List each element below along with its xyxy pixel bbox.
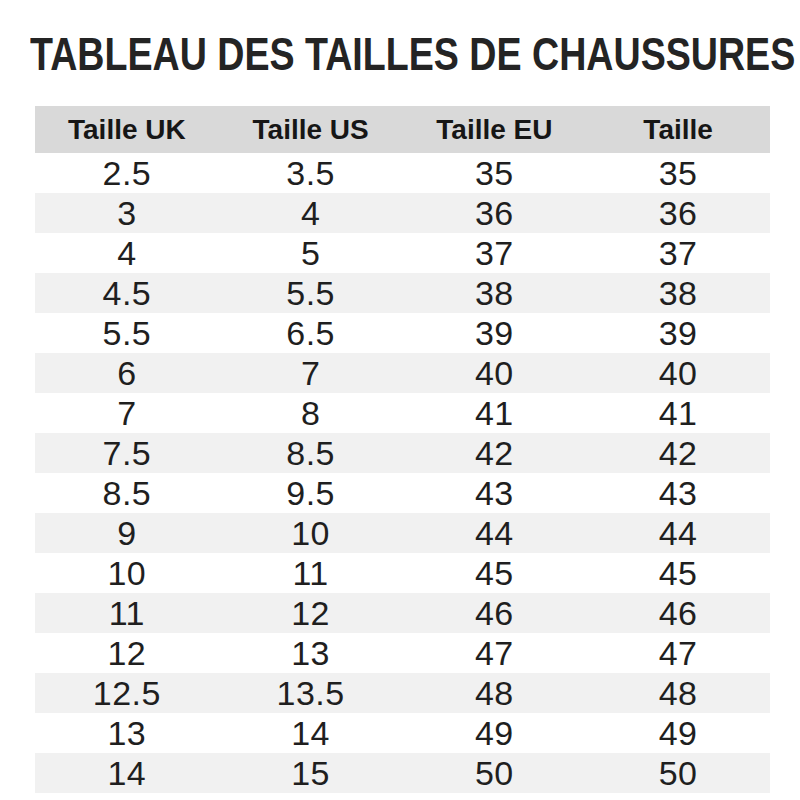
size-cell: 3.5 bbox=[219, 156, 403, 190]
size-cell: 12 bbox=[219, 596, 403, 630]
table-row: 4.55.53838 bbox=[35, 273, 770, 313]
table-row: 14155050 bbox=[35, 753, 770, 793]
size-cell: 8 bbox=[219, 396, 403, 430]
table-row: 8.59.54343 bbox=[35, 473, 770, 513]
size-cell: 50 bbox=[403, 756, 587, 790]
table-row: 11124646 bbox=[35, 593, 770, 633]
size-cell: 41 bbox=[403, 396, 587, 430]
size-cell: 47 bbox=[586, 636, 770, 670]
table-row: 12134747 bbox=[35, 633, 770, 673]
size-cell: 7 bbox=[35, 396, 219, 430]
table-row: 784141 bbox=[35, 393, 770, 433]
size-cell: 13 bbox=[35, 716, 219, 750]
size-cell: 11 bbox=[219, 556, 403, 590]
table-row: 453737 bbox=[35, 233, 770, 273]
size-cell: 40 bbox=[586, 356, 770, 390]
size-cell: 10 bbox=[219, 516, 403, 550]
column-header-eu: Taille EU bbox=[403, 116, 587, 144]
table-header-row: Taille UK Taille US Taille EU Taille bbox=[35, 106, 770, 153]
size-cell: 5.5 bbox=[35, 316, 219, 350]
size-cell: 11 bbox=[35, 596, 219, 630]
size-cell: 4 bbox=[219, 196, 403, 230]
size-cell: 45 bbox=[403, 556, 587, 590]
table-row: 2.53.53535 bbox=[35, 153, 770, 193]
table-row: 674040 bbox=[35, 353, 770, 393]
size-cell: 40 bbox=[403, 356, 587, 390]
size-cell: 13 bbox=[219, 636, 403, 670]
size-cell: 12.5 bbox=[35, 676, 219, 710]
size-cell: 43 bbox=[403, 476, 587, 510]
table-row: 5.56.53939 bbox=[35, 313, 770, 353]
size-cell: 6.5 bbox=[219, 316, 403, 350]
size-cell: 5.5 bbox=[219, 276, 403, 310]
size-cell: 41 bbox=[586, 396, 770, 430]
column-header-uk: Taille UK bbox=[35, 116, 219, 144]
size-cell: 42 bbox=[586, 436, 770, 470]
size-cell: 36 bbox=[586, 196, 770, 230]
page-title: TABLEAU DES TAILLES DE CHAUSSURES bbox=[30, 30, 646, 78]
size-cell: 44 bbox=[403, 516, 587, 550]
size-cell: 45 bbox=[586, 556, 770, 590]
size-cell: 48 bbox=[403, 676, 587, 710]
size-cell: 5 bbox=[219, 236, 403, 270]
size-cell: 7 bbox=[219, 356, 403, 390]
size-cell: 35 bbox=[586, 156, 770, 190]
size-cell: 46 bbox=[586, 596, 770, 630]
size-cell: 8.5 bbox=[219, 436, 403, 470]
size-cell: 42 bbox=[403, 436, 587, 470]
size-cell: 4 bbox=[35, 236, 219, 270]
table-row: 9104444 bbox=[35, 513, 770, 553]
size-cell: 37 bbox=[403, 236, 587, 270]
table-row: 10114545 bbox=[35, 553, 770, 593]
column-header-taille: Taille bbox=[586, 116, 770, 144]
table-row: 7.58.54242 bbox=[35, 433, 770, 473]
size-cell: 14 bbox=[219, 716, 403, 750]
size-cell: 35 bbox=[403, 156, 587, 190]
size-cell: 4.5 bbox=[35, 276, 219, 310]
size-cell: 48 bbox=[586, 676, 770, 710]
size-cell: 37 bbox=[586, 236, 770, 270]
table-row: 12.513.54848 bbox=[35, 673, 770, 713]
table-row: 13144949 bbox=[35, 713, 770, 753]
size-cell: 50 bbox=[586, 756, 770, 790]
size-cell: 38 bbox=[586, 276, 770, 310]
size-cell: 8.5 bbox=[35, 476, 219, 510]
size-cell: 9 bbox=[35, 516, 219, 550]
size-table: Taille UK Taille US Taille EU Taille 2.5… bbox=[35, 106, 770, 793]
size-cell: 47 bbox=[403, 636, 587, 670]
size-cell: 39 bbox=[586, 316, 770, 350]
size-cell: 15 bbox=[219, 756, 403, 790]
size-cell: 38 bbox=[403, 276, 587, 310]
size-cell: 10 bbox=[35, 556, 219, 590]
table-body: 2.53.535353436364537374.55.538385.56.539… bbox=[35, 153, 770, 793]
size-cell: 43 bbox=[586, 476, 770, 510]
size-cell: 39 bbox=[403, 316, 587, 350]
size-cell: 13.5 bbox=[219, 676, 403, 710]
column-header-us: Taille US bbox=[219, 116, 403, 144]
size-cell: 46 bbox=[403, 596, 587, 630]
table-row: 343636 bbox=[35, 193, 770, 233]
size-cell: 12 bbox=[35, 636, 219, 670]
size-cell: 3 bbox=[35, 196, 219, 230]
size-cell: 49 bbox=[586, 716, 770, 750]
size-cell: 6 bbox=[35, 356, 219, 390]
size-cell: 2.5 bbox=[35, 156, 219, 190]
size-cell: 36 bbox=[403, 196, 587, 230]
size-cell: 7.5 bbox=[35, 436, 219, 470]
size-cell: 14 bbox=[35, 756, 219, 790]
size-cell: 49 bbox=[403, 716, 587, 750]
size-cell: 44 bbox=[586, 516, 770, 550]
size-cell: 9.5 bbox=[219, 476, 403, 510]
